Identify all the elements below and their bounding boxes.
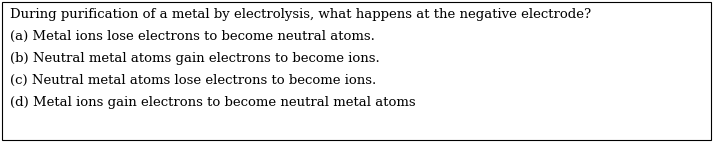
Text: (b) Neutral metal atoms gain electrons to become ions.: (b) Neutral metal atoms gain electrons t… [10, 52, 380, 65]
Text: During purification of a metal by electrolysis, what happens at the negative ele: During purification of a metal by electr… [10, 8, 591, 21]
Text: (a) Metal ions lose electrons to become neutral atoms.: (a) Metal ions lose electrons to become … [10, 30, 375, 43]
Text: (c) Neutral metal atoms lose electrons to become ions.: (c) Neutral metal atoms lose electrons t… [10, 74, 376, 87]
Text: (d) Metal ions gain electrons to become neutral metal atoms: (d) Metal ions gain electrons to become … [10, 96, 416, 109]
